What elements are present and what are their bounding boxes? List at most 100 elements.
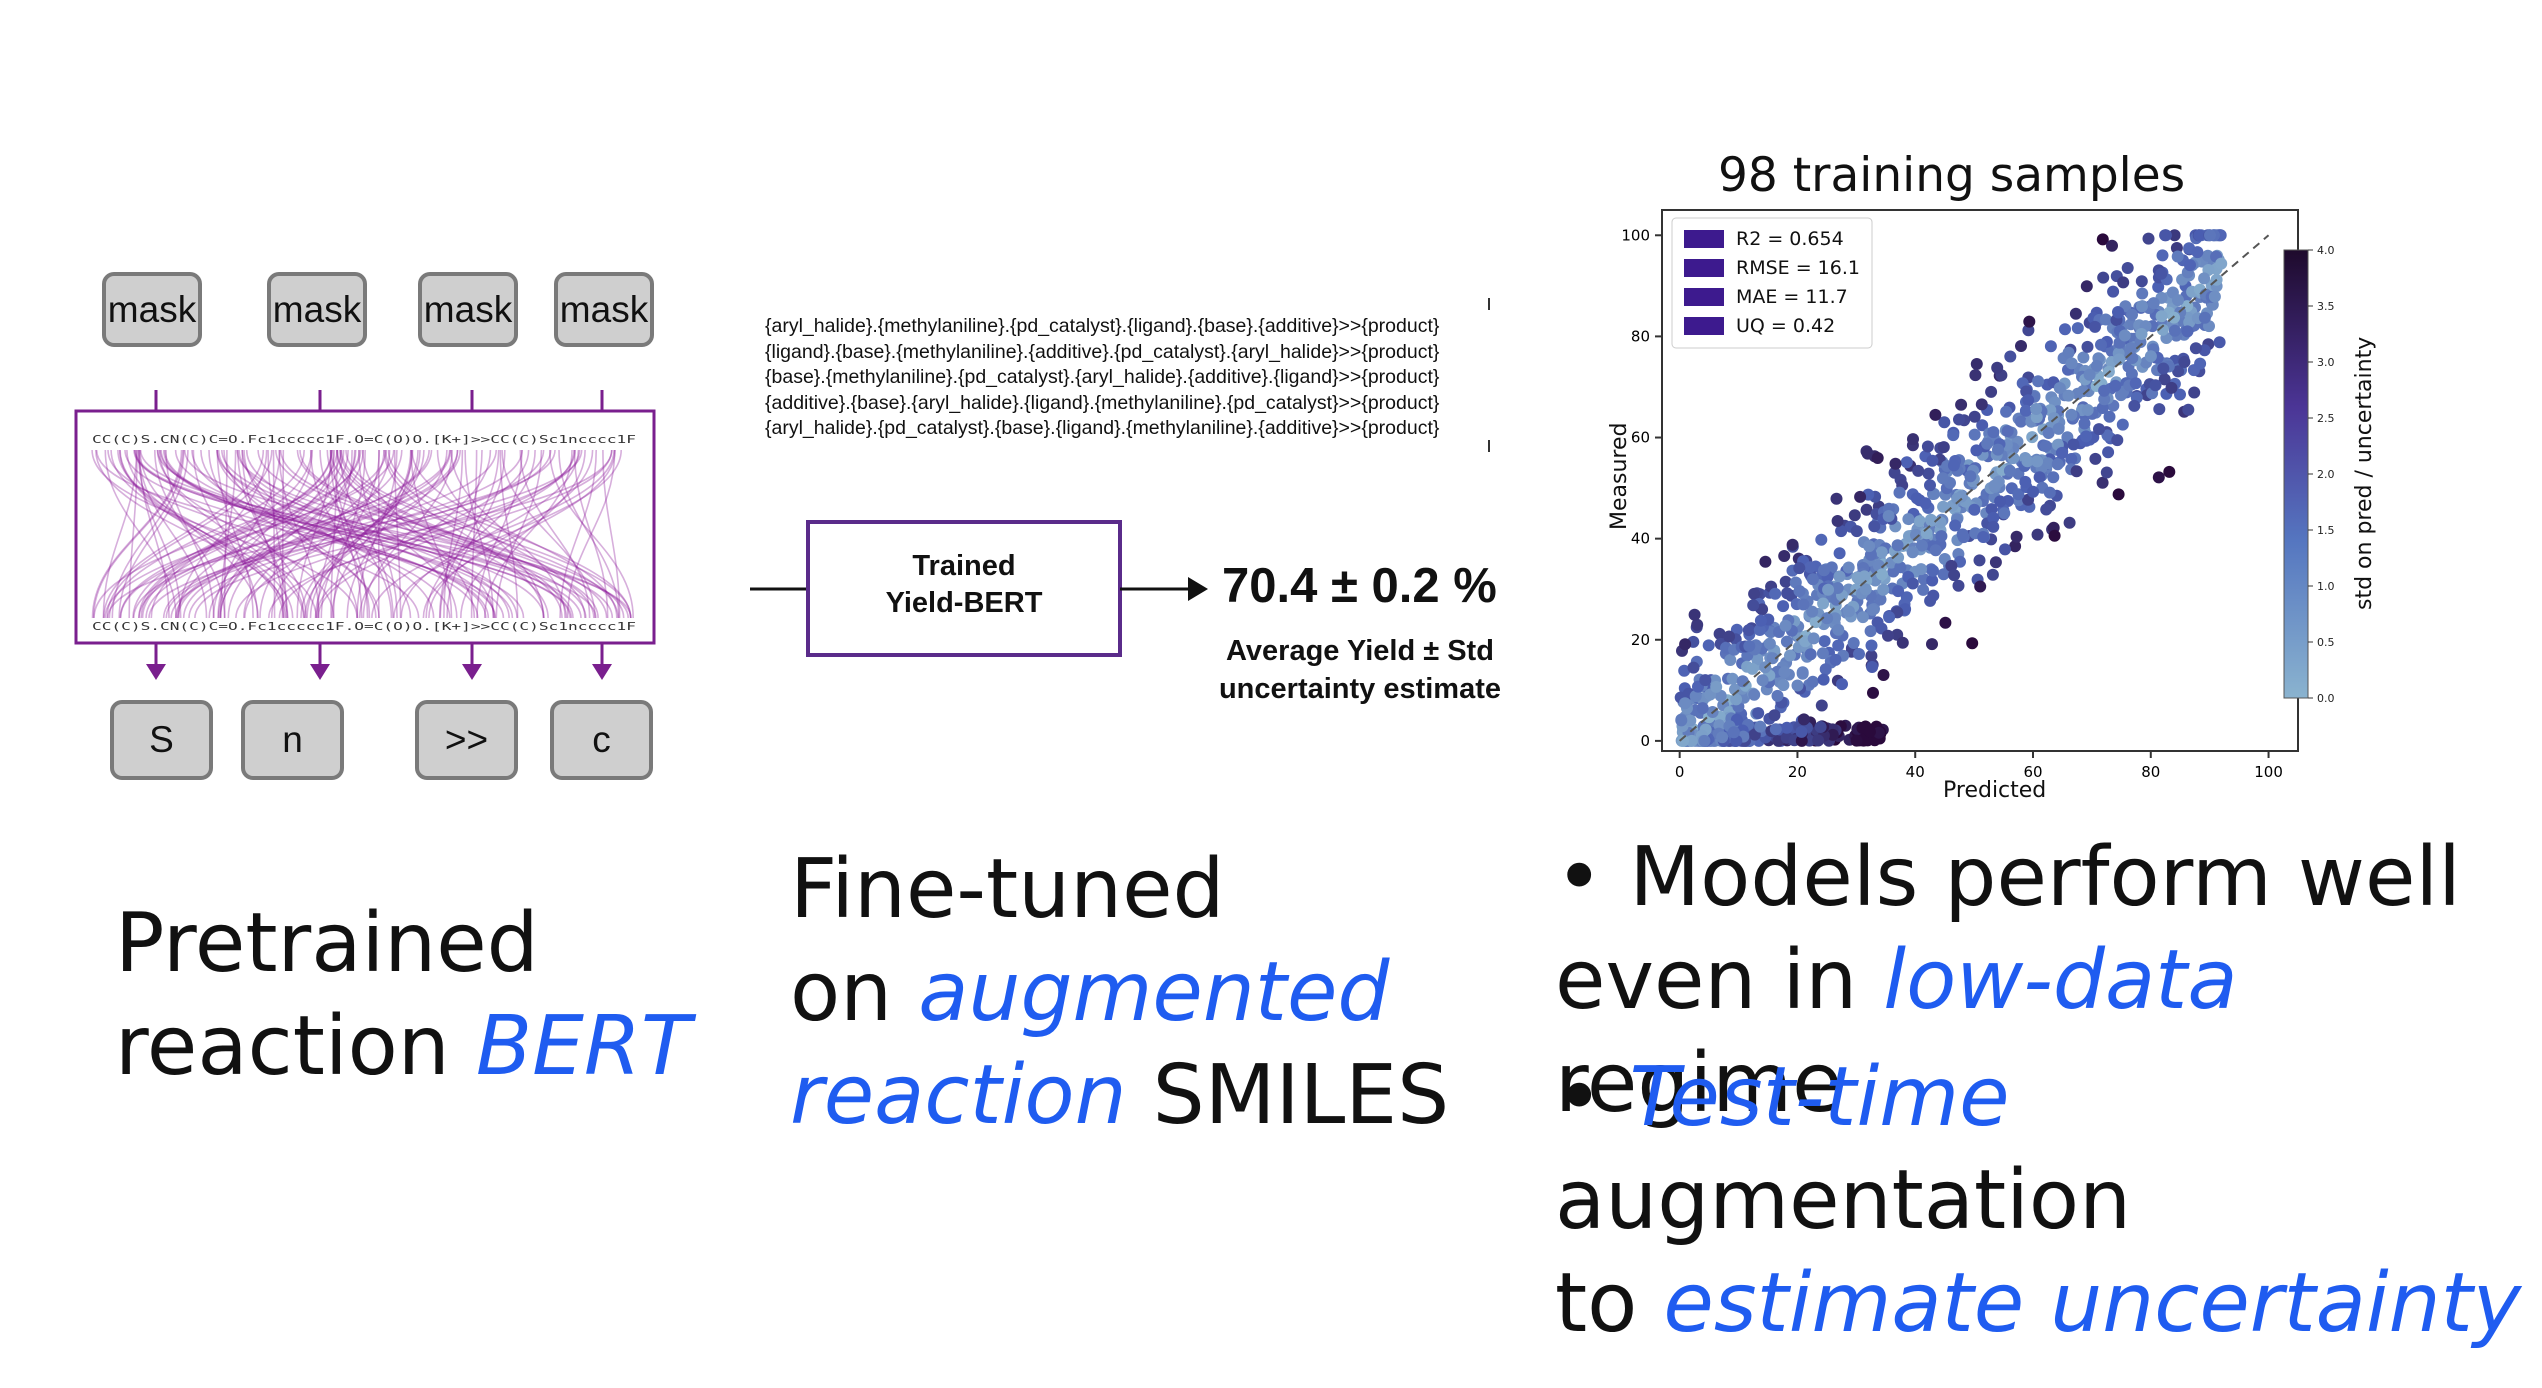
scatter-point xyxy=(2090,359,2103,372)
output-token-4: c xyxy=(550,700,653,780)
attention-line xyxy=(519,449,591,619)
colorbar: 0.0 0.5 1.0 1.5 2.0 2.5 3.0 3.5 4.0 std on pred … xyxy=(2283,244,2377,705)
scatter-point xyxy=(1987,426,2000,439)
scatter-point xyxy=(2053,382,2066,394)
scatter-point xyxy=(2044,340,2057,353)
scatter-point xyxy=(1759,555,1772,568)
scatter-point xyxy=(1786,538,1799,551)
attention-line xyxy=(140,449,338,619)
attention-line xyxy=(329,449,549,619)
attention-line xyxy=(227,449,357,619)
yield-description-line2: uncertainty estimate xyxy=(1218,673,1502,705)
scatter-point xyxy=(1865,649,1878,662)
scatter-point xyxy=(1866,603,1879,616)
augmented-smiles-block: {aryl_halide}.{methylaniline}.{pd_cataly… xyxy=(765,314,1439,442)
scatter-point xyxy=(1877,583,1890,596)
scatter-point xyxy=(2065,357,2078,370)
scatter-point xyxy=(2147,297,2160,310)
scatter-point xyxy=(1754,614,1767,627)
attention-line xyxy=(104,449,395,619)
scatter-point xyxy=(1817,673,1830,686)
smiles-line-4: {additive}.{base}.{aryl_halide}.{ligand}… xyxy=(765,391,1440,414)
scatter-point xyxy=(1864,625,1877,638)
attention-line xyxy=(138,449,433,619)
attention-line xyxy=(107,449,556,619)
attention-line xyxy=(464,449,494,619)
scatter-point xyxy=(1833,570,1846,583)
scatter-point xyxy=(2112,488,2125,501)
smiles-bracket-tick-bottom xyxy=(1488,440,1490,452)
attention-line xyxy=(315,449,530,619)
scatter-point xyxy=(1831,582,1844,594)
scatter-point xyxy=(1924,479,1936,492)
scatter-point xyxy=(2184,259,2196,272)
scatter-point xyxy=(1976,419,1989,432)
attention-line xyxy=(300,449,425,619)
x-tick-label: 80 xyxy=(2141,763,2160,781)
scatter-point xyxy=(2042,427,2055,439)
scatter-point xyxy=(1998,507,2011,520)
attention-line xyxy=(165,449,215,619)
attention-line xyxy=(219,449,349,619)
attention-line xyxy=(194,449,613,619)
scatter-point xyxy=(1819,663,1832,676)
attention-line xyxy=(309,449,421,619)
attention-line xyxy=(317,449,575,619)
attention-line xyxy=(573,449,609,619)
scatter-point xyxy=(1815,699,1828,712)
smiles-bottom: CC(C)S.CN(C)C=O.Fc1ccccc1F.O=C(O)O.[K+]>… xyxy=(92,620,636,633)
scatter-point xyxy=(1900,456,1913,469)
scatter-point xyxy=(2213,336,2226,349)
scatter-point xyxy=(1989,556,2002,569)
scatter-point xyxy=(1966,637,1979,650)
attention-line xyxy=(235,449,581,619)
attention-line xyxy=(138,449,208,619)
caption-finetuned-line1: Fine-tuned xyxy=(790,842,1225,937)
attention-line xyxy=(245,449,518,619)
scatter-point xyxy=(1832,623,1845,636)
mask-token-2: mask xyxy=(267,272,367,347)
scatter-point xyxy=(1836,678,1848,691)
scatter-point xyxy=(2000,405,2013,418)
scatter-point xyxy=(1780,721,1793,734)
scatter-point xyxy=(2152,471,2165,484)
scatter-point xyxy=(2135,328,2148,340)
attention-line xyxy=(216,449,545,619)
attention-line xyxy=(220,449,237,619)
scatter-point xyxy=(2128,399,2141,412)
scatter-point xyxy=(2158,373,2171,386)
scatter-point xyxy=(1892,551,1905,564)
attention-line xyxy=(279,449,625,619)
scatter-point xyxy=(2129,377,2142,390)
scatter-point xyxy=(1952,579,1965,592)
attention-line xyxy=(92,449,184,619)
scatter-point xyxy=(2032,375,2045,388)
scatter-point xyxy=(1752,707,1765,720)
bullet-test-time-plain-b: augmentation xyxy=(1555,1153,2132,1248)
scatter-point xyxy=(2077,385,2090,398)
attention-line xyxy=(332,449,366,619)
scatter-point xyxy=(2040,503,2053,516)
scatter-point xyxy=(2102,446,2115,459)
x-tick-label: 60 xyxy=(2023,763,2042,781)
scatter-point xyxy=(2142,232,2155,245)
attention-line xyxy=(450,449,566,619)
x-tick-label: 100 xyxy=(2254,763,2283,781)
attention-line xyxy=(216,449,435,619)
smiles-line-5: {aryl_halide}.{pd_catalyst}.{base}.{liga… xyxy=(765,417,1440,439)
scatter-point xyxy=(1756,674,1769,687)
scatter-point xyxy=(1746,662,1759,675)
scatter-point xyxy=(2172,294,2184,307)
scatter-point xyxy=(1951,492,1964,505)
scatter-point xyxy=(2071,322,2084,335)
scatter-point xyxy=(2021,455,2034,468)
scatter-point xyxy=(1935,530,1948,543)
scatter-point xyxy=(1907,433,1919,446)
scatter-point xyxy=(1831,515,1844,527)
yield-description: Average Yield ± Std uncertainty estimate xyxy=(1210,632,1510,708)
scatter-point xyxy=(1987,520,2000,533)
scatter-point xyxy=(2174,388,2186,401)
scatter-point xyxy=(1912,464,1925,477)
scatter-point xyxy=(1724,654,1737,666)
scatter-point xyxy=(1779,575,1792,588)
